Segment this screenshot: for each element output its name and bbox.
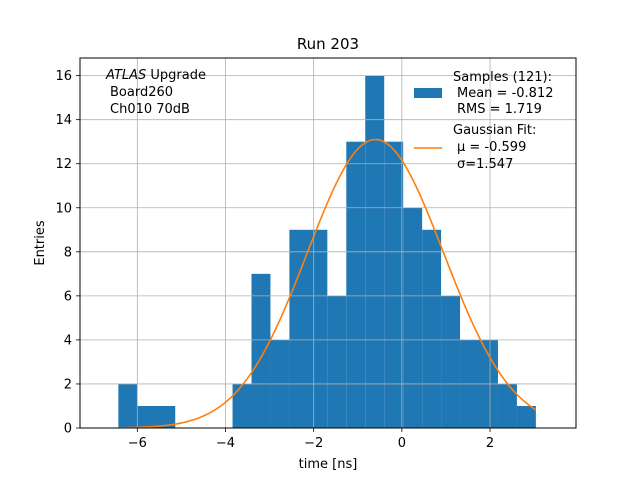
histogram-bar-1: [137, 405, 176, 428]
x-tick-label: 2: [486, 436, 494, 451]
plot-frame: [79, 57, 577, 429]
histogram-bar-13: [441, 295, 461, 428]
histogram-bar-7: [327, 295, 347, 428]
upgrade-label: Upgrade: [146, 68, 206, 83]
histogram-bar-3: [232, 383, 252, 428]
y-tick-label: 2: [64, 377, 72, 392]
x-tick-label: −6: [128, 436, 147, 451]
annotation-line-2: Board260: [110, 85, 173, 100]
histogram-bar-12: [422, 229, 442, 428]
legend-samples-line-1: Samples (121):: [453, 70, 552, 85]
y-tick-label: 8: [64, 245, 72, 260]
y-tick-label: 10: [55, 201, 72, 216]
legend-samples-line-2: Mean = -0.812: [457, 86, 553, 101]
gaussian-fit-curve: [118, 138, 537, 429]
y-tick-label: 14: [55, 113, 72, 128]
atlas-label: ATLAS: [105, 68, 146, 83]
histogram-bar-8: [346, 141, 366, 428]
annotation-line-3: Ch010 70dB: [110, 102, 190, 117]
histogram-bar-0: [118, 383, 138, 428]
legend-samples-swatch: [414, 88, 442, 98]
legend: Samples (121): Mean = -0.812 RMS = 1.719…: [414, 70, 553, 172]
y-axis: 0 2 4 6 8 10 12 14 16: [55, 69, 80, 437]
annotation-line-1: ATLAS Upgrade: [105, 68, 206, 83]
legend-samples-line-3: RMS = 1.719: [457, 102, 542, 117]
histogram-bar-10: [384, 141, 404, 428]
histogram-bar-4: [251, 273, 271, 428]
y-tick-label: 16: [55, 69, 72, 84]
y-tick-label: 0: [64, 422, 72, 437]
x-axis-label: time [ns]: [299, 457, 358, 472]
histogram-bar-15: [497, 383, 517, 428]
histogram-bar-16: [516, 405, 536, 428]
x-axis: −6 −4 −2 0 2: [128, 428, 494, 451]
legend-fit-line-1: Gaussian Fit:: [453, 123, 536, 138]
legend-fit-line-3: σ=1.547: [457, 157, 513, 172]
x-tick-label: −2: [304, 436, 323, 451]
y-tick-label: 4: [64, 333, 72, 348]
histogram-bar-6: [289, 229, 328, 428]
plot-area: [79, 57, 577, 429]
chart-title: Run 203: [297, 35, 359, 53]
legend-fit-line-2: μ = -0.599: [457, 140, 526, 155]
y-axis-label: Entries: [33, 220, 48, 266]
histogram-bar-11: [403, 207, 423, 428]
x-tick-label: 0: [398, 436, 406, 451]
x-tick-label: −4: [216, 436, 235, 451]
annotation-box: ATLAS Upgrade Board260 Ch010 70dB: [105, 68, 206, 117]
y-tick-label: 6: [64, 289, 72, 304]
y-tick-label: 12: [55, 157, 72, 172]
